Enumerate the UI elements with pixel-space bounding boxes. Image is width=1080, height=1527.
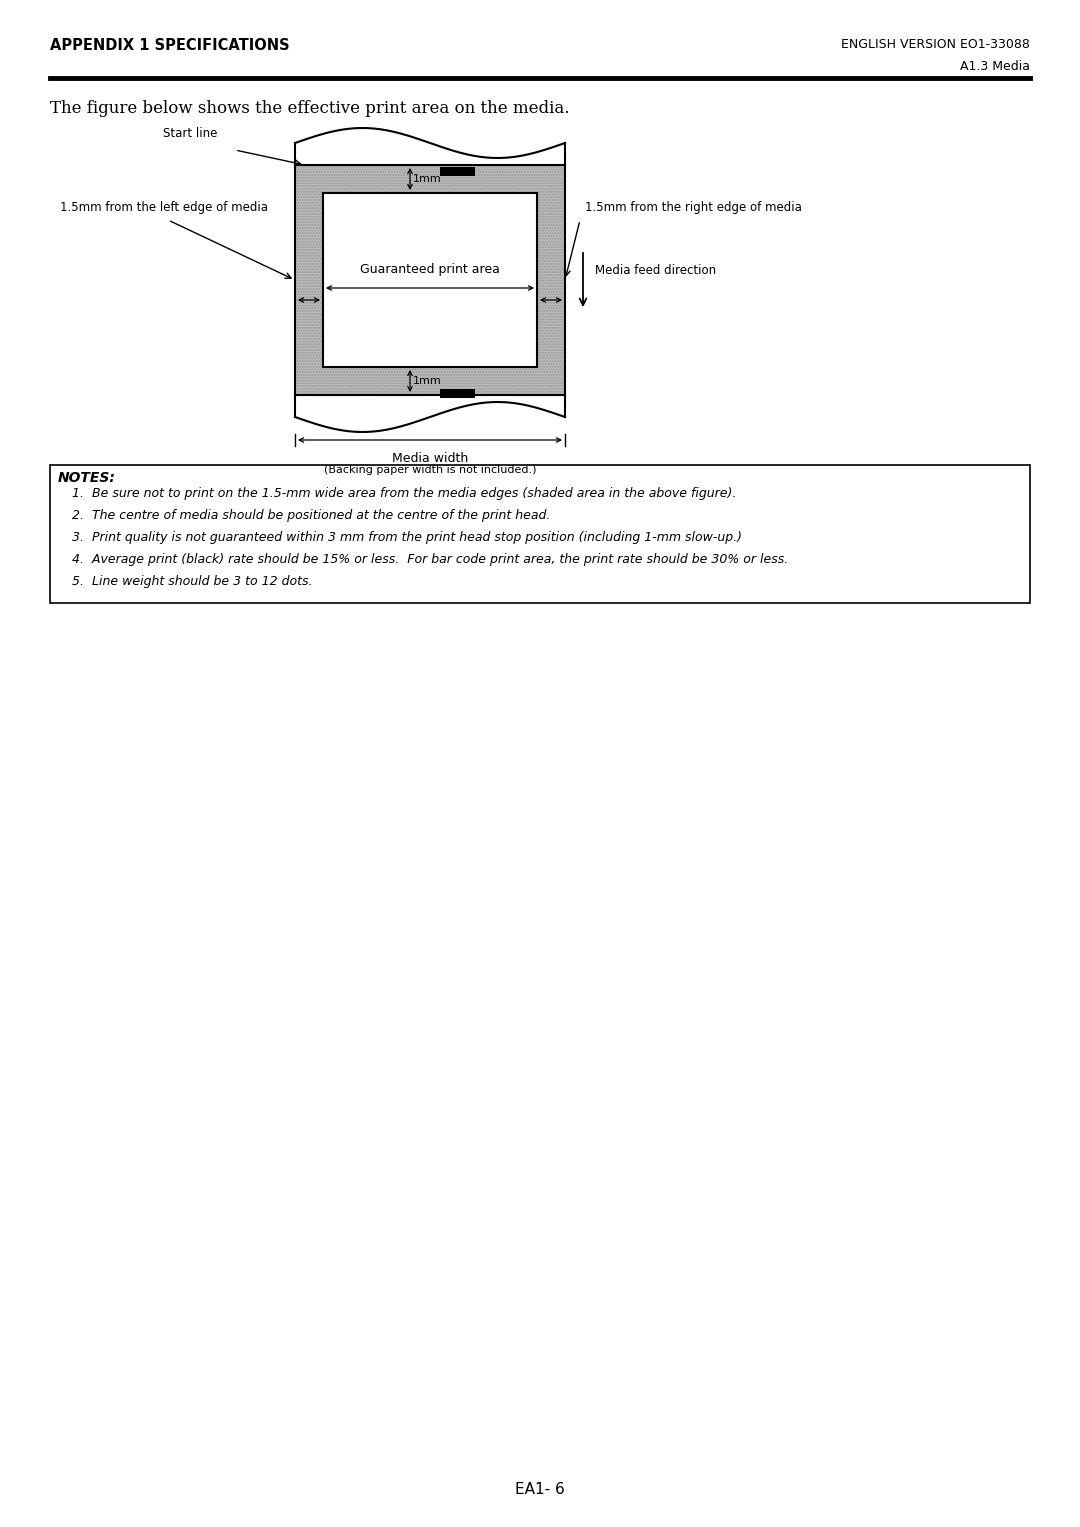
Bar [440, 389, 475, 399]
Text: (Backing paper width is not included.): (Backing paper width is not included.) [324, 466, 537, 475]
Text: 5.  Line weight should be 3 to 12 dots.: 5. Line weight should be 3 to 12 dots. [72, 576, 312, 588]
Text: The figure below shows the effective print area on the media.: The figure below shows the effective pri… [50, 99, 569, 118]
Text: Start line: Start line [163, 127, 217, 140]
Text: 4.  Average print (black) rate should be 15% or less.  For bar code print area, : 4. Average print (black) rate should be … [72, 553, 788, 567]
Bar [323, 192, 537, 366]
Text: 1.5mm from the left edge of media: 1.5mm from the left edge of media [60, 202, 268, 214]
Text: EA1- 6: EA1- 6 [515, 1483, 565, 1498]
Text: 1mm: 1mm [413, 174, 442, 183]
Text: Media feed direction: Media feed direction [595, 264, 716, 276]
Text: 3.  Print quality is not guaranteed within 3 mm from the print head stop positio: 3. Print quality is not guaranteed withi… [72, 531, 742, 544]
Text: 1.  Be sure not to print on the 1.5-mm wide area from the media edges (shaded ar: 1. Be sure not to print on the 1.5-mm wi… [72, 487, 737, 499]
Bar [295, 165, 565, 395]
Text: APPENDIX 1 SPECIFICATIONS: APPENDIX 1 SPECIFICATIONS [50, 38, 289, 53]
Text: 1.5mm from the right edge of media: 1.5mm from the right edge of media [585, 202, 801, 214]
Text: 1mm: 1mm [413, 376, 442, 386]
Bar [440, 166, 475, 176]
Text: NOTES:: NOTES: [58, 470, 116, 486]
Text: 2.  The centre of media should be positioned at the centre of the print head.: 2. The centre of media should be positio… [72, 508, 551, 522]
Text: Guaranteed print area: Guaranteed print area [360, 264, 500, 276]
Text: A1.3 Media: A1.3 Media [960, 60, 1030, 73]
Text: Media width: Media width [392, 452, 468, 466]
Text: ENGLISH VERSION EO1-33088: ENGLISH VERSION EO1-33088 [841, 38, 1030, 50]
Bar [50, 466, 1030, 603]
